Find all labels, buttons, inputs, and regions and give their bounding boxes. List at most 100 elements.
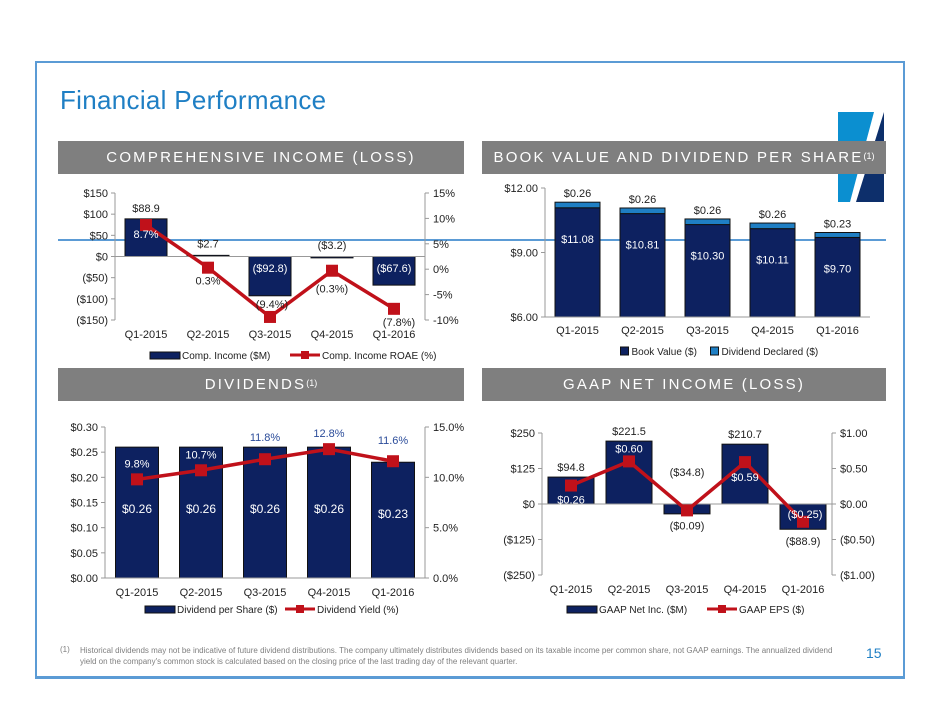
- banner-book-value: BOOK VALUE AND DIVIDEND PER SHARE (1): [482, 141, 886, 174]
- category-label: Q2-2015: [180, 587, 223, 599]
- line-point-marker: [681, 504, 693, 517]
- left-axis-tick-label: $125: [511, 464, 535, 476]
- left-axis-tick-label: $0: [523, 499, 535, 511]
- category-label: Q1-2016: [372, 587, 415, 599]
- category-label: Q1-2016: [816, 325, 859, 337]
- page-number: 15: [866, 645, 882, 661]
- banner-text: COMPREHENSIVE INCOME (LOSS): [106, 149, 416, 166]
- dividend-stack-segment: [814, 232, 861, 238]
- category-label: Q1-2015: [125, 329, 168, 341]
- line-point-marker: [739, 456, 751, 469]
- book-value-data-label: $10.30: [691, 251, 725, 263]
- right-axis-tick-label: 10%: [433, 213, 455, 225]
- left-axis-tick-label: $100: [84, 209, 108, 221]
- line-data-label: 0.3%: [195, 276, 220, 288]
- legend-swatch-dividend: [710, 346, 719, 356]
- line-data-label: ($0.09): [670, 520, 705, 532]
- line-data-label: (0.3%): [316, 284, 348, 296]
- footnote-ref: (1): [306, 377, 318, 388]
- bar: [115, 446, 159, 579]
- legend-swatch-bar: [149, 351, 181, 360]
- bar-data-label: ($92.8): [253, 263, 288, 275]
- bar-data-label: $94.8: [557, 462, 585, 474]
- bar-data-label: ($3.2): [318, 240, 347, 252]
- left-axis-tick-label: $0.00: [70, 573, 98, 585]
- left-axis-tick-label: $6.00: [510, 312, 538, 324]
- line-data-label: $0.26: [557, 495, 585, 507]
- legend-label: Dividend Declared ($): [722, 347, 819, 358]
- line-point-marker: [202, 261, 214, 274]
- left-axis-tick-label: ($50): [82, 273, 108, 285]
- left-axis-tick-label: $150: [84, 188, 108, 200]
- right-axis-tick-label: 15%: [433, 188, 455, 200]
- dividend-data-label: $0.26: [759, 209, 787, 221]
- line-data-label: 9.8%: [124, 458, 149, 470]
- legend-label: GAAP Net Inc. ($M): [599, 605, 687, 616]
- chart-comp-income: $150 $100 $50 $0 ($50) ($100) ($150) 15% 10% 5% 0%…: [40, 175, 470, 370]
- title-divider: [58, 239, 886, 241]
- bar-data-label: ($34.8): [670, 467, 705, 479]
- banner-text: BOOK VALUE AND DIVIDEND PER SHARE: [493, 149, 864, 166]
- category-label: Q2-2015: [621, 325, 664, 337]
- bar-data-label: $0.26: [186, 502, 216, 516]
- category-label: Q2-2015: [187, 329, 230, 341]
- right-axis-tick-label: $0.00: [840, 499, 868, 511]
- right-axis-tick-label: $1.00: [840, 428, 868, 440]
- dividend-stack-segment: [554, 201, 601, 209]
- line-point-marker: [140, 219, 152, 232]
- legend-swatch-marker: [718, 605, 726, 613]
- category-label: Q4-2015: [751, 325, 794, 337]
- legend-swatch-marker: [301, 351, 309, 359]
- bar-data-label: ($88.9): [786, 536, 821, 548]
- right-axis-tick-label: -5%: [433, 290, 453, 302]
- footnote-text: Historical dividends may not be indicati…: [80, 646, 833, 666]
- right-axis-tick-label: 5%: [433, 239, 449, 251]
- right-axis-tick-label: 0.0%: [433, 573, 458, 585]
- line-data-label: 12.8%: [313, 428, 344, 440]
- book-value-data-label: $11.08: [561, 234, 594, 246]
- dividend-data-label: $0.23: [824, 219, 852, 231]
- left-axis-tick-label: $0.15: [70, 498, 98, 510]
- bar: [248, 256, 292, 297]
- category-label: Q4-2015: [308, 587, 351, 599]
- category-label: Q3-2015: [686, 325, 729, 337]
- left-axis-tick-label: $250: [511, 428, 535, 440]
- line-data-label: (9.4%): [256, 299, 288, 311]
- right-axis-tick-label: ($1.00): [840, 570, 875, 582]
- left-axis-tick-label: $9.00: [510, 248, 538, 260]
- right-axis-tick-label: -10%: [433, 315, 459, 327]
- bar: [307, 446, 351, 579]
- book-value-data-label: $10.11: [756, 255, 789, 267]
- banner-comp-income: COMPREHENSIVE INCOME (LOSS): [58, 141, 464, 174]
- line-point-marker: [623, 455, 635, 468]
- legend-label: Comp. Income ($M): [182, 351, 270, 362]
- bar: [243, 446, 287, 579]
- left-axis-tick-label: ($125): [503, 535, 535, 547]
- right-axis-tick-label: 15.0%: [433, 422, 464, 434]
- right-axis-tick-label: ($0.50): [840, 535, 875, 547]
- left-axis-tick-label: $0.30: [70, 422, 98, 434]
- banner-gaap: GAAP NET INCOME (LOSS): [482, 368, 886, 401]
- left-axis-tick-label: $0: [96, 252, 108, 264]
- dividend-stack-segment: [619, 207, 666, 215]
- line-point-marker: [323, 443, 335, 456]
- banner-text: GAAP NET INCOME (LOSS): [562, 376, 806, 393]
- category-label: Q1-2015: [556, 325, 599, 337]
- category-label: Q2-2015: [608, 584, 651, 596]
- chart-dividends: $0.30 $0.25 $0.20 $0.15 $0.10 $0.05 $0.00 15.0%…: [40, 410, 470, 620]
- line-data-label: 11.8%: [250, 432, 281, 444]
- category-label: Q4-2015: [311, 329, 354, 341]
- legend-label: Dividend per Share ($): [177, 605, 278, 616]
- line-point-marker: [326, 264, 338, 277]
- bar: [554, 207, 601, 318]
- bar-data-label: ($67.6): [377, 263, 412, 275]
- line-point-marker: [131, 473, 143, 486]
- right-axis-tick-label: 10.0%: [433, 472, 464, 484]
- left-axis-tick-label: $12.00: [504, 183, 538, 195]
- line-data-label: (7.8%): [383, 317, 415, 329]
- chart-book-value: $12.00 $9.00 $6.00 Q1-2015 Q2-2015 Q3-2015 Q4-…: [480, 175, 910, 370]
- bar-data-label: $0.26: [122, 502, 152, 516]
- line-data-label: 8.7%: [133, 229, 158, 241]
- line-point-marker: [387, 455, 399, 468]
- left-axis-tick-label: $0.10: [70, 523, 98, 535]
